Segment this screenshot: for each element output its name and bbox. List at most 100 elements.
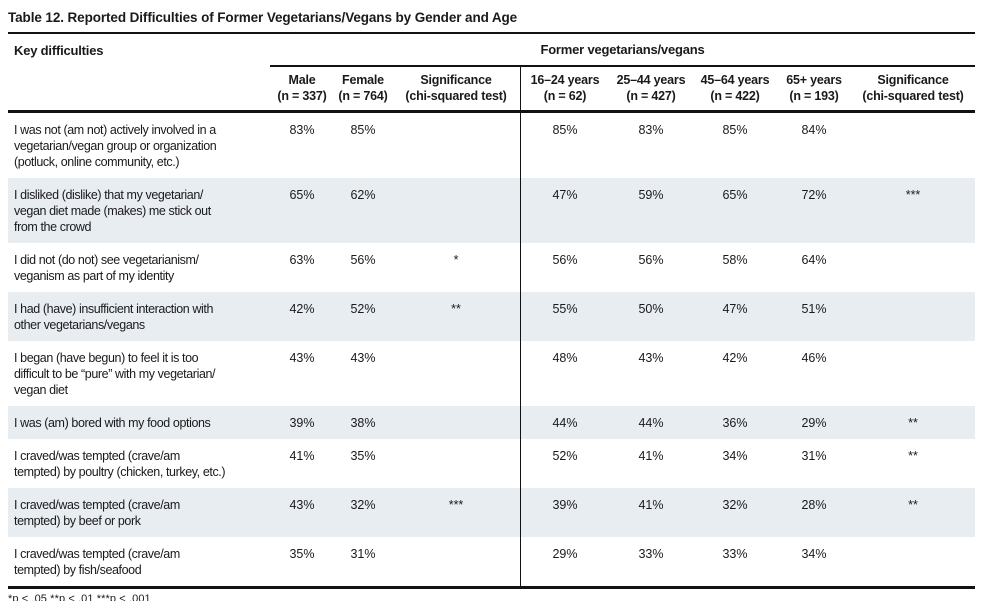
cell-16-24-percent: 48% xyxy=(520,341,609,406)
col-header-45-64-years: 45–64 years (n = 422) xyxy=(700,73,770,103)
col-header-significance-gender: Significance (chi-squared test) xyxy=(405,73,507,103)
cell-female-percent: 52% xyxy=(350,301,376,316)
difficulty-label: I craved/was tempted (crave/am tempted) … xyxy=(14,497,180,528)
cell-45-64-percent: 34% xyxy=(722,448,748,463)
cell-male-percent: 43% xyxy=(289,497,315,512)
table-row: I did not (do not) see vegetarianism/ ve… xyxy=(8,243,975,292)
table-row: I craved/was tempted (crave/am tempted) … xyxy=(8,537,975,586)
cell-45-64-percent: 58% xyxy=(722,252,748,267)
difficulty-label: I had (have) insufficient interaction wi… xyxy=(14,301,214,332)
title-divider-rule xyxy=(8,32,975,34)
cell-male-percent: 41% xyxy=(289,448,315,463)
cell-significance-age: ** xyxy=(908,415,918,430)
table-bottom-rule xyxy=(8,586,975,589)
cell-significance-age: ** xyxy=(908,448,918,463)
difficulty-label: I craved/was tempted (crave/am tempted) … xyxy=(14,546,180,577)
col-header-65plus-years: 65+ years (n = 193) xyxy=(786,73,842,103)
cell-16-24-percent: 85% xyxy=(520,113,609,178)
table-row: I was not (am not) actively involved in … xyxy=(8,113,975,178)
cell-65plus-percent: 64% xyxy=(801,252,827,267)
difficulty-label: I disliked (dislike) that my vegetarian/… xyxy=(14,187,211,234)
cell-significance-age xyxy=(851,292,975,341)
cell-female-percent: 62% xyxy=(350,187,376,202)
cell-significance-age xyxy=(851,341,975,406)
cell-16-24-percent: 39% xyxy=(520,488,609,537)
table-row: I began (have begun) to feel it is too d… xyxy=(8,341,975,406)
table-row: I was (am) bored with my food options 39… xyxy=(8,406,975,439)
col-header-significance-age: Significance (chi-squared test) xyxy=(862,73,964,103)
cell-25-44-percent: 56% xyxy=(638,252,664,267)
cell-45-64-percent: 47% xyxy=(722,301,748,316)
cell-significance-gender xyxy=(392,341,520,406)
cell-significance-age xyxy=(851,113,975,178)
difficulty-label: I was (am) bored with my food options xyxy=(14,415,211,430)
cell-16-24-percent: 55% xyxy=(520,292,609,341)
cell-significance-gender: * xyxy=(453,252,459,267)
cell-25-44-percent: 33% xyxy=(638,546,664,561)
cell-45-64-percent: 42% xyxy=(722,350,748,365)
cell-45-64-percent: 85% xyxy=(722,122,748,137)
col-header-female: Female (n = 764) xyxy=(338,73,388,103)
cell-significance-age: *** xyxy=(905,187,921,202)
cell-female-percent: 35% xyxy=(350,448,376,463)
cell-45-64-percent: 36% xyxy=(722,415,748,430)
cell-significance-gender xyxy=(392,439,520,488)
col-header-16-24-years: 16–24 years (n = 62) xyxy=(520,67,609,110)
significance-footnote: *p < .05 **p < .01 ***p < .001 xyxy=(8,593,151,601)
cell-male-percent: 35% xyxy=(289,546,315,561)
cell-25-44-percent: 44% xyxy=(638,415,664,430)
difficulty-label: I began (have begun) to feel it is too d… xyxy=(14,350,216,397)
cell-25-44-percent: 43% xyxy=(638,350,664,365)
cell-significance-gender: ** xyxy=(451,301,461,316)
cell-25-44-percent: 41% xyxy=(638,497,664,512)
table-row: I craved/was tempted (crave/am tempted) … xyxy=(8,488,975,537)
cell-male-percent: 65% xyxy=(289,187,315,202)
cell-45-64-percent: 65% xyxy=(722,187,748,202)
difficulty-label: I was not (am not) actively involved in … xyxy=(14,122,217,169)
cell-45-64-percent: 33% xyxy=(722,546,748,561)
cell-male-percent: 63% xyxy=(289,252,315,267)
cell-significance-gender: *** xyxy=(448,497,464,512)
col-header-25-44-years: 25–44 years (n = 427) xyxy=(616,73,686,103)
cell-16-24-percent: 47% xyxy=(520,178,609,243)
cell-16-24-percent: 56% xyxy=(520,243,609,292)
cell-significance-gender xyxy=(392,406,520,439)
cell-male-percent: 83% xyxy=(289,122,315,137)
table-title: Table 12. Reported Difficulties of Forme… xyxy=(8,10,518,25)
cell-female-percent: 31% xyxy=(350,546,376,561)
cell-female-percent: 85% xyxy=(350,122,376,137)
cell-65plus-percent: 72% xyxy=(801,187,827,202)
cell-significance-age xyxy=(851,243,975,292)
key-difficulties-header: Key difficulties xyxy=(14,43,104,58)
cell-65plus-percent: 29% xyxy=(801,415,827,430)
cell-significance-gender xyxy=(392,178,520,243)
cell-25-44-percent: 59% xyxy=(638,187,664,202)
cell-25-44-percent: 83% xyxy=(638,122,664,137)
cell-significance-gender xyxy=(392,537,520,586)
cell-male-percent: 43% xyxy=(289,350,315,365)
cell-65plus-percent: 28% xyxy=(801,497,827,512)
cell-female-percent: 56% xyxy=(350,252,376,267)
cell-65plus-percent: 31% xyxy=(801,448,827,463)
cell-16-24-percent: 44% xyxy=(520,406,609,439)
cell-65plus-percent: 51% xyxy=(801,301,827,316)
cell-male-percent: 42% xyxy=(289,301,315,316)
table-body: I was not (am not) actively involved in … xyxy=(8,113,981,586)
group-header-former-vegetarians: Former vegetarians/vegans xyxy=(270,34,975,67)
col-header-spacer xyxy=(8,67,270,110)
cell-16-24-percent: 52% xyxy=(520,439,609,488)
table-row: I had (have) insufficient interaction wi… xyxy=(8,292,975,341)
cell-female-percent: 38% xyxy=(350,415,376,430)
cell-65plus-percent: 46% xyxy=(801,350,827,365)
cell-65plus-percent: 84% xyxy=(801,122,827,137)
table-column-header-row: Male (n = 337) Female (n = 764) Signific… xyxy=(8,67,975,113)
difficulty-label: I craved/was tempted (crave/am tempted) … xyxy=(14,448,226,479)
table-row: I disliked (dislike) that my vegetarian/… xyxy=(8,178,975,243)
cell-male-percent: 39% xyxy=(289,415,315,430)
cell-significance-age: ** xyxy=(908,497,918,512)
cell-significance-age xyxy=(851,537,975,586)
cell-female-percent: 32% xyxy=(350,497,376,512)
cell-25-44-percent: 50% xyxy=(638,301,664,316)
cell-25-44-percent: 41% xyxy=(638,448,664,463)
